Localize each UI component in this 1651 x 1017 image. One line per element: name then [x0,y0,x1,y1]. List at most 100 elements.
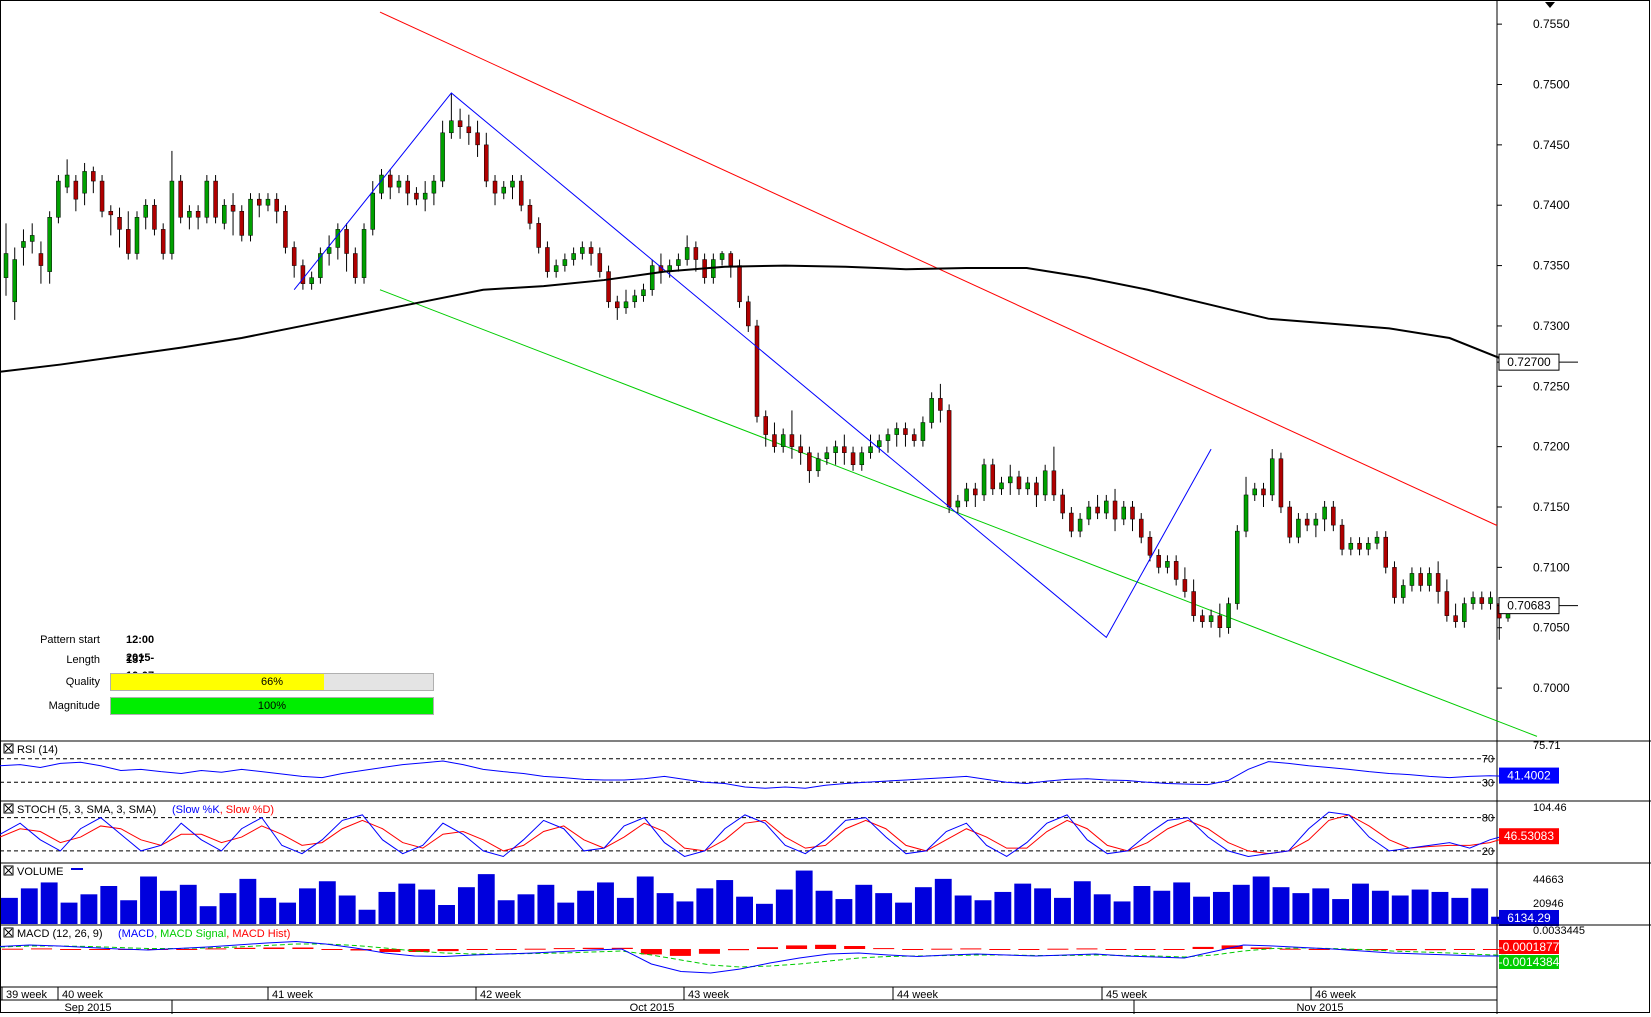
candle-body [527,204,533,224]
candle-body [318,253,323,278]
candle-body [1130,506,1135,520]
volume-panel-collapse-x [4,866,13,875]
stoch-scale-label: 104.46 [1533,802,1567,814]
candle-body [842,446,847,453]
volume-value-label: 6134.29 [1507,911,1551,925]
macd-hist-bar [31,948,53,950]
candle-body [728,253,734,266]
macd-panel-title: MACD (12, 26, 9) [17,928,103,940]
macd-hist-bar [1105,949,1127,950]
candle-body [1182,579,1188,592]
candle-body [815,458,821,472]
candle-body [1060,494,1065,514]
candle-body [580,247,585,254]
candle-body [344,229,349,254]
candle-body [1034,482,1039,496]
candle-body [1348,542,1354,550]
volume-legend-swatch [71,868,83,870]
length-label: Length [66,654,100,666]
candle-body [1208,615,1214,622]
volume-bar [1212,891,1230,924]
candle-body [597,253,603,272]
volume-bar [1133,886,1151,924]
macd-hist-bar [292,947,314,949]
candle-body [134,217,140,254]
candle-body [562,259,568,266]
macd-hist-bar [815,944,837,949]
macd-hist-bar [1337,949,1359,950]
volume-bar [398,883,416,924]
macd-hist-bar [1453,949,1475,950]
candle-body [1025,482,1030,490]
candle-body [588,247,594,254]
rsi-panel-title: RSI (14) [17,744,58,756]
channel-lower-line [379,289,1538,737]
candle-body [903,428,908,435]
macd-hist-bar [1047,948,1069,950]
macd-hist-bar [1308,949,1330,950]
macd-hist-bar [640,949,662,955]
candle-body [21,241,26,248]
candle-body [475,132,480,146]
candle-body [1453,615,1458,622]
volume-bar [418,889,436,924]
macd-hist-bar [698,949,720,954]
price-tick-label: 0.7250 [1533,379,1570,393]
macd-hist-bar [408,949,430,952]
macd-hist-bar [379,949,401,952]
candle-body [1016,476,1022,490]
candle-body [309,277,314,284]
candle-body [12,259,17,303]
candle-body [1121,506,1127,520]
stoch-value-box [1499,828,1559,845]
week-label: 41 week [272,989,313,1001]
candle-body [300,265,306,284]
stoch-k-line [0,811,1511,858]
candle-body [248,198,253,236]
volume-bar [259,897,277,924]
candle-body [1191,591,1196,616]
candle-body [117,217,122,230]
macd-hist-bar [582,947,604,949]
macd-legend: (MACD, MACD Signal, MACD Hist) [118,928,290,940]
week-label: 44 week [897,989,938,1001]
candle-body [38,253,44,266]
macd-hist-bar [931,948,953,950]
candle-body [387,174,393,188]
volume-bar [716,880,734,924]
quality-bar-fill [111,674,324,690]
candle-body [361,229,367,278]
candle-body [833,446,838,453]
candle-body [160,229,166,254]
volume-bar [736,896,753,924]
macd-signal-value-box [1499,955,1559,969]
volume-bar [756,903,773,924]
month-label: Sep 2015 [64,1002,111,1014]
candle-body [414,192,419,200]
candle-body [1077,518,1083,532]
macd-scale-label: 0.0033445 [1533,925,1585,937]
macd-hist-bar [669,949,691,956]
candle-body [230,204,236,212]
volume-panel-title: VOLUME [17,866,63,878]
candle-body [1383,536,1388,568]
candle-body [973,488,978,496]
candle-body [431,180,437,194]
candle-body [501,186,507,194]
candle-body [606,271,611,303]
macd-legend-item: , MACD Hist) [226,928,290,940]
volume-bar [1193,896,1210,924]
month-label: Nov 2015 [1296,1002,1343,1014]
candle-body [239,211,245,236]
stoch-panel-title: STOCH (5, 3, SMA, 3, SMA) [17,804,156,816]
volume-bar [954,895,972,924]
volume-bar [597,882,614,924]
candle-body [1095,506,1100,514]
macd-hist-bar [757,947,779,949]
volume-bar [1411,889,1429,924]
candle-body [719,253,725,260]
rsi-line [0,760,1511,789]
price-tick-label: 0.7450 [1533,138,1570,152]
volume-bar [457,887,475,924]
